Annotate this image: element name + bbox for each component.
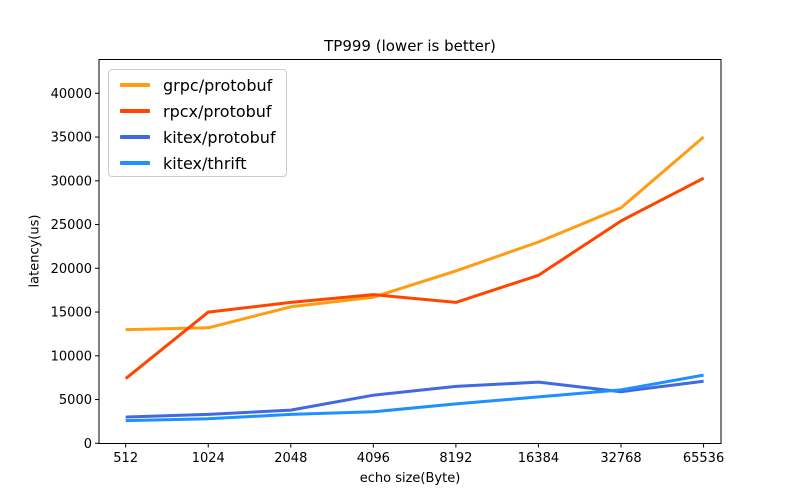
axes-frame xyxy=(98,59,722,444)
y-tick-label: 15000 xyxy=(51,306,92,321)
chart-title: TP999 (lower is better) xyxy=(324,37,496,55)
legend-label: kitex/thrift xyxy=(163,153,247,173)
series-line-grpc-protobuf xyxy=(125,135,705,332)
y-tick-label: 10000 xyxy=(51,349,92,364)
series-line-rpcx-protobuf xyxy=(124,176,705,380)
legend-label: grpc/protobuf xyxy=(163,75,273,95)
legend-swatch-line xyxy=(120,135,150,139)
legend-item: rpcx/protobuf xyxy=(109,98,286,124)
legend-label: rpcx/protobuf xyxy=(163,101,272,121)
x-tick-label: 32768 xyxy=(600,451,641,466)
legend-swatch-line xyxy=(120,161,150,165)
x-axis-label: echo size(Byte) xyxy=(359,471,461,486)
y-tick-label: 30000 xyxy=(51,174,92,189)
y-tick-label: 20000 xyxy=(51,262,92,277)
y-tick-label: 25000 xyxy=(51,218,92,233)
x-tick-label: 65536 xyxy=(683,451,724,466)
legend-item: kitex/thrift xyxy=(109,150,286,176)
x-tick-label: 2048 xyxy=(274,451,307,466)
y-axis-label: latency(us) xyxy=(27,214,43,288)
y-tick-label: 0 xyxy=(84,437,92,452)
legend-swatch-line xyxy=(120,109,150,113)
x-tick-label: 8192 xyxy=(439,451,472,466)
series-line-kitex-protobuf xyxy=(125,379,704,419)
legend-item: grpc/protobuf xyxy=(109,72,286,98)
x-tick-label: 1024 xyxy=(192,451,225,466)
legend-swatch-line xyxy=(120,83,150,87)
y-tick-label: 40000 xyxy=(51,87,92,102)
x-tick-label: 4096 xyxy=(357,451,390,466)
y-tick-label: 5000 xyxy=(59,393,92,408)
legend-label: kitex/protobuf xyxy=(163,127,276,147)
legend-item: kitex/protobuf xyxy=(109,124,286,150)
x-tick-label: 512 xyxy=(113,451,138,466)
y-tick-label: 35000 xyxy=(51,131,92,146)
x-tick-label: 16384 xyxy=(518,451,559,466)
series-line-kitex-thrift xyxy=(125,373,704,423)
legend-box: grpc/protobuf rpcx/protobuf kitex/protobuf… xyxy=(108,69,287,177)
